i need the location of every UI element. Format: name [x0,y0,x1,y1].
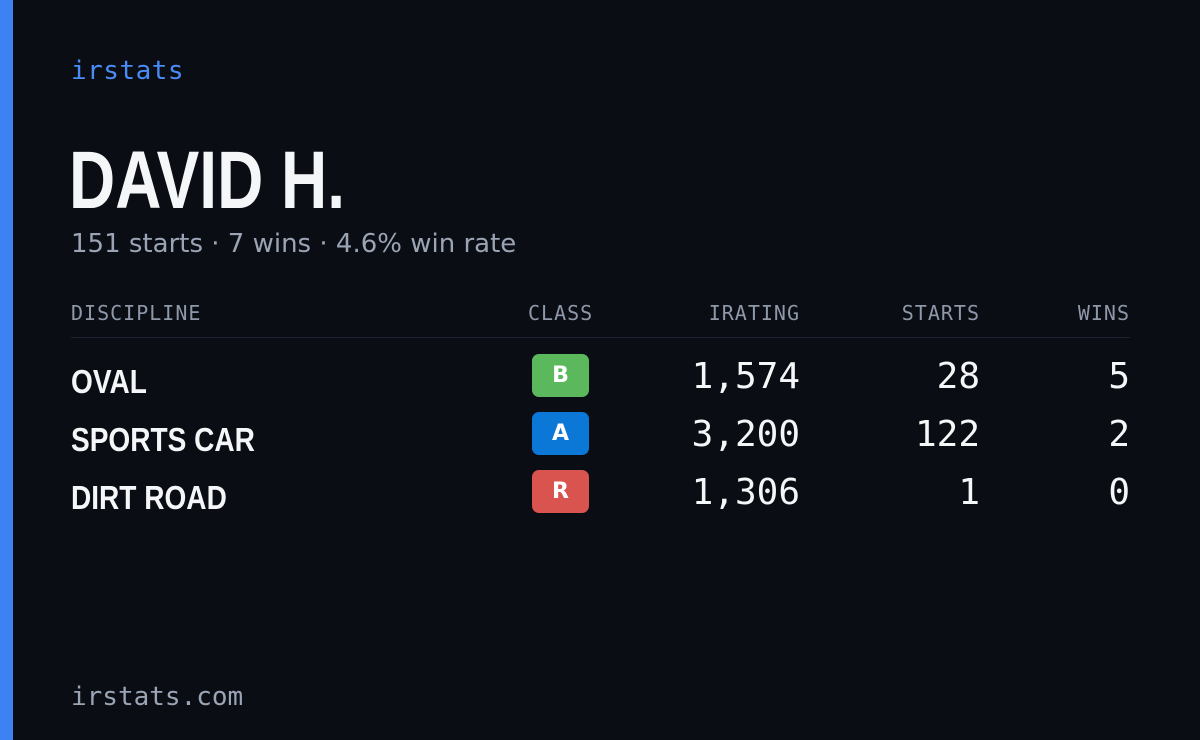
wins-value: 2 [1108,414,1130,455]
column-header-starts: STARTS [901,301,980,325]
column-header-class: CLASS [528,301,594,325]
discipline-name: OVAL [71,363,147,400]
column-header-discipline: DISCIPLINE [71,301,202,325]
wins-value: 5 [1108,356,1130,397]
irating-value: 1,574 [691,356,800,397]
class-badge: B [532,354,589,397]
accent-bar [0,0,13,740]
discipline-name: SPORTS CAR [71,421,255,458]
starts-value: 1 [958,472,980,513]
column-header-irating: IRATING [708,301,800,325]
irating-value: 1,306 [691,472,800,513]
column-header-wins: WINS [1077,301,1130,325]
player-summary: 151 starts · 7 wins · 4.6% win rate [71,229,517,259]
player-name: DAVID H. [69,135,345,226]
header-divider [71,337,1130,338]
class-badge: A [532,412,589,455]
starts-value: 28 [936,356,980,397]
footer-site-url: irstats.com [71,682,244,712]
table-row: SPORTS CAR A 3,200 122 2 [0,412,1200,470]
table-row: DIRT ROAD R 1,306 1 0 [0,470,1200,528]
irating-value: 3,200 [691,414,800,455]
discipline-name: DIRT ROAD [71,479,227,516]
wins-value: 0 [1108,472,1130,513]
starts-value: 122 [914,414,980,455]
table-row: OVAL B 1,574 28 5 [0,354,1200,412]
class-badge: R [532,470,589,513]
brand-logo: irstats [71,56,185,86]
